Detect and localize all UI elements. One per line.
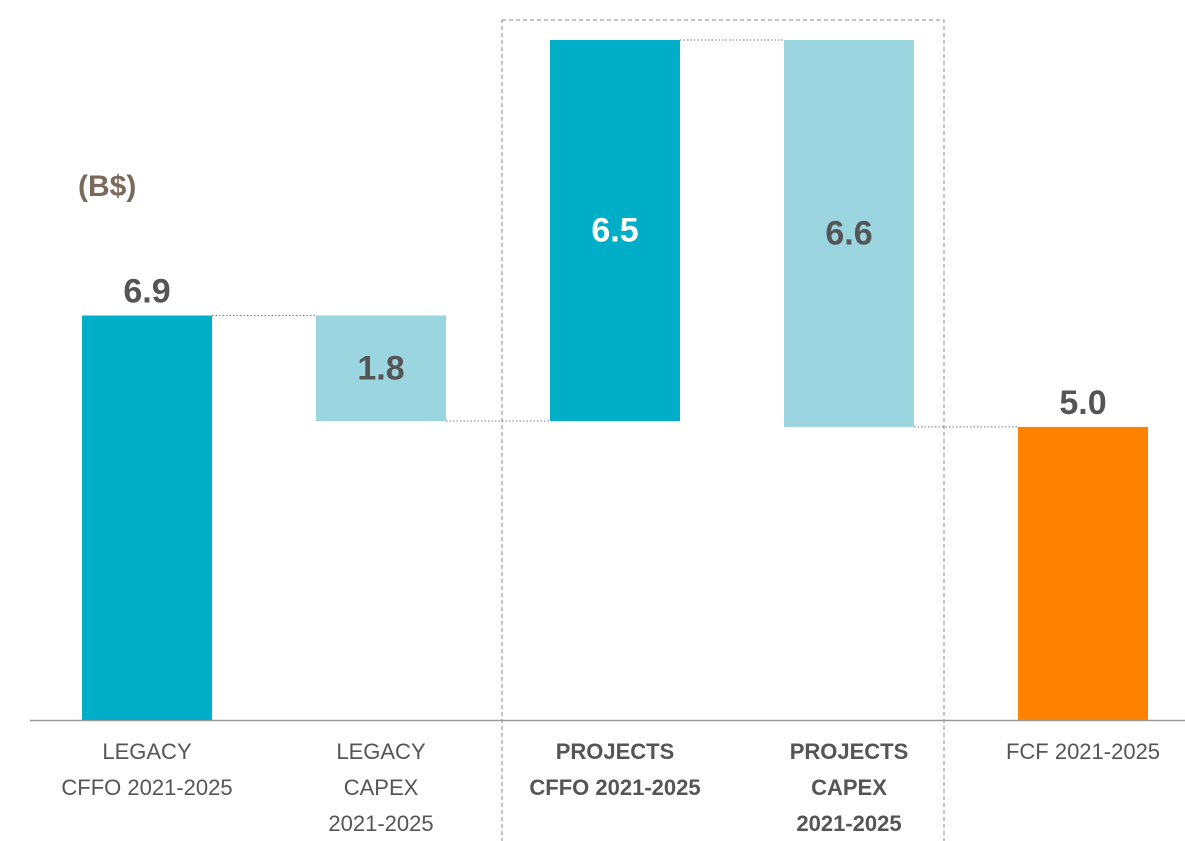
unit-annotation: (B$) bbox=[78, 170, 136, 203]
bar bbox=[1018, 426, 1148, 720]
x-tick-label: PROJECTS CAPEX 2021-2025 bbox=[789, 739, 909, 836]
bar bbox=[316, 315, 446, 422]
bar bbox=[82, 315, 212, 720]
x-tick-label: PROJECTS CFFO 2021-2025 bbox=[529, 739, 701, 800]
value-label: 6.5 bbox=[591, 212, 638, 250]
x-tick-label: LEGACY CFFO 2021-2025 bbox=[61, 739, 233, 800]
value-label: 6.9 bbox=[123, 273, 170, 311]
bar bbox=[550, 40, 680, 422]
x-tick-label: LEGACY CAPEX 2021-2025 bbox=[328, 739, 434, 836]
value-label: 6.6 bbox=[825, 214, 872, 252]
highlight-box bbox=[501, 19, 945, 841]
x-tick-label: FCF 2021-2025 bbox=[1005, 739, 1161, 764]
bar bbox=[784, 40, 914, 427]
value-label: 1.8 bbox=[357, 349, 404, 387]
value-label: 5.0 bbox=[1059, 384, 1106, 422]
